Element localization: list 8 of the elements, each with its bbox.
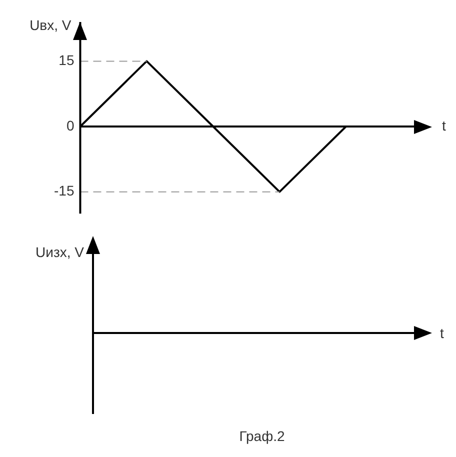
x-axis-title: t — [442, 117, 446, 134]
text: t — [440, 325, 444, 341]
y-axis-title: Uвх, V — [30, 16, 72, 33]
text: Uизх, V — [36, 244, 84, 260]
text: Граф.2 — [239, 428, 285, 444]
y-tick-label: 15 — [58, 52, 74, 68]
y-tick-label: 0 — [66, 117, 74, 134]
y-tick-label: -15 — [54, 182, 74, 199]
